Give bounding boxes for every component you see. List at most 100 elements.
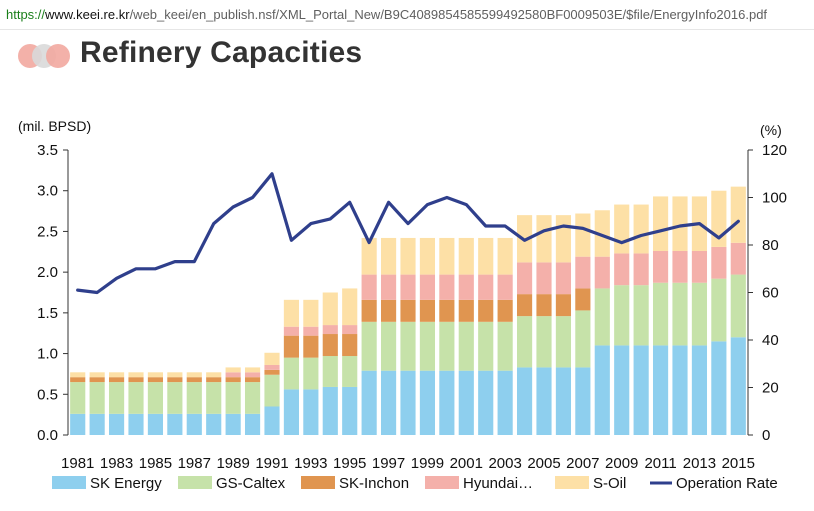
bar-segment — [497, 237, 513, 275]
bar-segment — [458, 299, 474, 322]
bar-segment — [264, 352, 280, 365]
x-tick-label: 1981 — [61, 455, 94, 472]
bar-segment — [614, 253, 630, 286]
bar-segment — [672, 345, 688, 435]
url-scheme: https:// — [6, 7, 46, 22]
address-bar[interactable]: https://www.keei.re.kr/web_keei/en_publi… — [0, 0, 814, 30]
bar-segment — [400, 237, 416, 275]
bar-segment — [419, 370, 436, 435]
bar-segment — [342, 334, 358, 357]
bar-segment — [283, 326, 300, 336]
bar-segment — [361, 299, 377, 322]
bar-segment — [478, 370, 494, 435]
bar-segment — [361, 274, 377, 300]
y-tick-label-right: 0 — [762, 427, 770, 444]
bar-segment — [633, 345, 649, 435]
bar-segment — [303, 326, 319, 336]
bar-segment — [225, 367, 241, 373]
bar-segment — [283, 389, 300, 435]
bar-segment — [400, 274, 416, 300]
bar-segment — [322, 356, 338, 387]
bar-segment — [439, 321, 455, 371]
x-tick-label: 1983 — [100, 455, 133, 472]
bar-segment — [167, 382, 183, 414]
bar-segment — [380, 370, 397, 435]
x-tick-label: 1993 — [294, 455, 327, 472]
bar-segment — [419, 321, 436, 371]
bar-segment — [419, 274, 436, 300]
bar-segment — [70, 382, 86, 414]
x-tick-label: 1989 — [216, 455, 249, 472]
x-tick-label: 2015 — [722, 455, 755, 472]
x-tick-label: 1991 — [255, 455, 288, 472]
bar-segment — [478, 321, 494, 371]
bar-segment — [439, 274, 455, 300]
x-tick-label: 2007 — [566, 455, 599, 472]
bar-segment — [458, 274, 474, 300]
bar-segment — [225, 382, 241, 414]
bar-segment — [89, 377, 105, 383]
bar-segment — [186, 413, 202, 435]
bar-segment — [711, 246, 727, 279]
bar-segment — [575, 310, 591, 368]
bar-segment — [536, 215, 552, 263]
bar-segment — [186, 382, 202, 414]
bar-segment — [322, 292, 338, 326]
y-tick-label-left: 2.0 — [37, 264, 58, 281]
bar-segment — [147, 377, 164, 383]
y-tick-label-right: 80 — [762, 237, 779, 254]
bar-segment — [206, 413, 222, 435]
y-axis-left-title: (mil. BPSD) — [18, 118, 91, 134]
bar-segment — [108, 382, 125, 414]
bar-segment — [478, 274, 494, 300]
legend-label: S-Oil — [593, 475, 626, 492]
bar-segment — [380, 299, 397, 322]
legend-label: SK Energy — [90, 475, 162, 492]
bar-segment — [264, 369, 280, 375]
x-tick-label: 2009 — [605, 455, 638, 472]
bar-segment — [128, 372, 144, 378]
url-path: /web_keei/en_publish.nsf/XML_Portal_New/… — [129, 7, 768, 22]
bar-segment — [652, 345, 669, 435]
bar-segment — [342, 356, 358, 387]
bar-segment — [108, 372, 125, 378]
bar-segment — [89, 413, 105, 435]
bar-segment — [89, 372, 105, 378]
bar-segment — [342, 288, 358, 326]
bar-segment — [691, 282, 708, 346]
bar-segment — [478, 237, 494, 275]
bar-segment — [730, 274, 746, 338]
bar-segment — [536, 294, 552, 317]
bar-segment — [516, 316, 533, 368]
bar-segment — [147, 413, 164, 435]
y-tick-label-left: 3.5 — [37, 142, 58, 159]
bar-segment — [439, 237, 455, 275]
x-tick-label: 2005 — [527, 455, 560, 472]
bar-segment — [691, 250, 708, 283]
bar-segment — [536, 367, 552, 435]
bar-segment — [555, 215, 572, 263]
bar-segment — [342, 325, 358, 335]
x-tick-label: 2013 — [683, 455, 716, 472]
x-tick-label: 1987 — [178, 455, 211, 472]
bar-segment — [730, 242, 746, 275]
y-tick-label-left: 0.0 — [37, 427, 58, 444]
bar-segment — [497, 370, 513, 435]
bar-segment — [264, 406, 280, 435]
bar-segment — [244, 377, 261, 383]
y-tick-label-right: 40 — [762, 332, 779, 349]
bar-segment — [516, 294, 533, 317]
bar-segment — [536, 316, 552, 368]
bar-segment — [711, 278, 727, 342]
bar-segment — [225, 372, 241, 378]
bar-segment — [614, 204, 630, 254]
bar-segment — [691, 345, 708, 435]
legend-swatch — [425, 476, 459, 489]
bar-segment — [380, 321, 397, 371]
bar-segment — [652, 282, 669, 346]
x-tick-label: 2001 — [450, 455, 483, 472]
legend-swatch — [52, 476, 86, 489]
x-tick-label: 1995 — [333, 455, 366, 472]
bar-segment — [322, 386, 338, 435]
